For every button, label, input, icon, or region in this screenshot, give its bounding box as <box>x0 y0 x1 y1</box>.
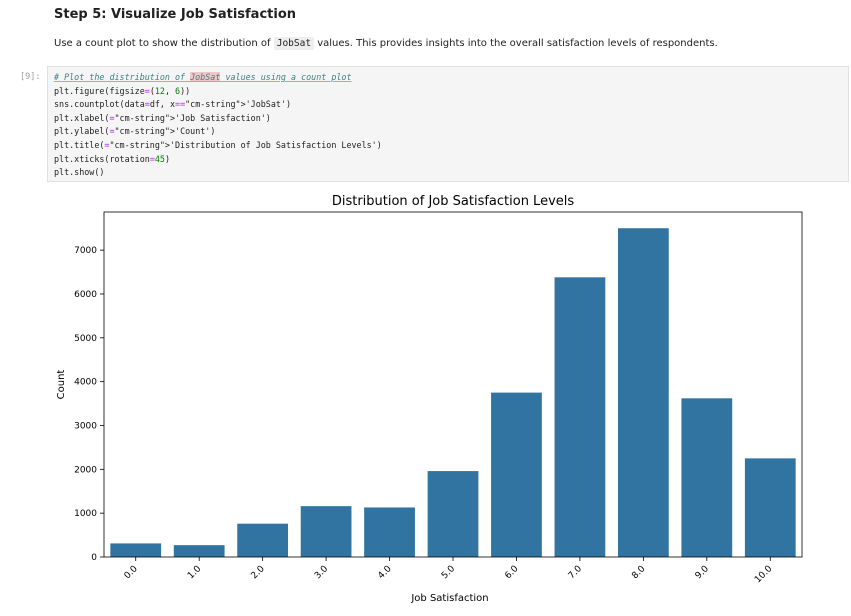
paragraph-text-before: Use a count plot to show the distributio… <box>54 38 274 49</box>
x-tick-label: 1.0 <box>186 564 203 581</box>
y-axis-label: Count <box>56 370 67 400</box>
code-cell-editor[interactable]: # Plot the distribution of JobSat values… <box>47 66 849 182</box>
code-line: # Plot the distribution of JobSat values… <box>54 72 352 82</box>
y-tick-label: 2000 <box>74 465 97 475</box>
y-tick-label: 1000 <box>74 509 97 519</box>
code-line: plt.xlabel(="cm-string">'Job Satisfactio… <box>54 112 271 123</box>
bar-7.0 <box>554 277 606 557</box>
code-line: sns.countplot(data=df, x=="cm-string">'J… <box>54 99 292 110</box>
x-tick-label: 6.0 <box>503 564 520 581</box>
x-tick-label: 5.0 <box>440 564 457 581</box>
x-tick-label: 8.0 <box>630 564 647 581</box>
y-tick-label: 7000 <box>74 246 97 256</box>
code-line: plt.figure(figsize=(12, 6)) <box>54 85 191 96</box>
markdown-paragraph: Use a count plot to show the distributio… <box>54 37 718 50</box>
inline-code-jobsat: JobSat <box>273 37 315 50</box>
y-tick-label: 6000 <box>74 290 97 300</box>
bar-2.0 <box>237 523 289 557</box>
bar-3.0 <box>300 506 352 557</box>
code-line: plt.ylabel(="cm-string">'Count') <box>54 126 216 137</box>
markdown-heading: Step 5: Visualize Job Satisfaction <box>54 7 297 22</box>
cell-execution-prompt: [9]: <box>20 72 41 82</box>
bar-1.0 <box>173 545 225 557</box>
x-tick-label: 10.0 <box>753 564 774 585</box>
x-tick-label: 7.0 <box>567 564 584 581</box>
bar-6.0 <box>491 392 542 557</box>
bar-5.0 <box>427 471 479 557</box>
x-tick-label: 2.0 <box>250 564 267 581</box>
x-tick-label: 3.0 <box>313 564 330 581</box>
job-satisfaction-bar-chart: 0 1000 2000 3000 4000 5000 6000 7000 0.0 1.0 2.0 3.… <box>56 194 803 604</box>
x-axis-label: Job Satisfaction <box>410 593 488 604</box>
x-tick-label: 9.0 <box>694 564 711 581</box>
bar-0.0 <box>110 543 162 557</box>
bar-8.0 <box>617 228 669 557</box>
bar-9.0 <box>681 398 733 557</box>
paragraph-text-after: values. This provides insights into the … <box>314 38 718 49</box>
x-tick-label: 4.0 <box>376 564 393 581</box>
chart-title: Distribution of Job Satisfaction Levels <box>332 194 575 209</box>
y-tick-label: 4000 <box>74 378 97 388</box>
y-tick-label: 0 <box>91 553 97 563</box>
code-line: plt.title(="cm-string">'Distribution of … <box>54 139 382 150</box>
code-line: plt.show() <box>54 167 105 178</box>
code-lines[interactable]: # Plot the distribution of JobSat values… <box>54 71 382 180</box>
code-line: plt.xticks(rotation=45) <box>54 153 170 164</box>
bar-4.0 <box>364 507 415 557</box>
x-tick-label: 0.0 <box>123 564 140 581</box>
y-tick-label: 5000 <box>74 334 97 344</box>
bar-10.0 <box>744 458 796 557</box>
y-tick-label: 3000 <box>74 421 97 431</box>
